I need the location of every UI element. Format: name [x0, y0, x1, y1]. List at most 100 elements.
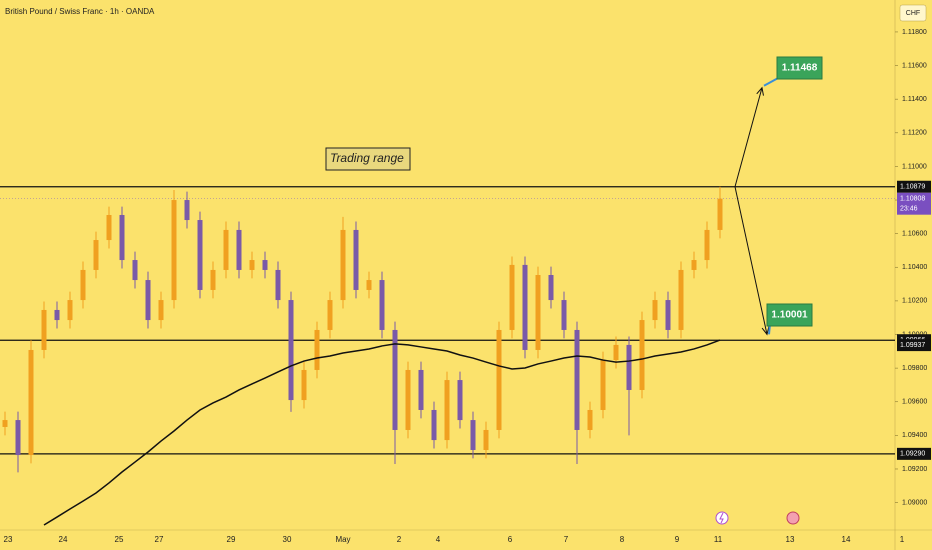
candle-body	[262, 260, 268, 270]
candle-body	[587, 409, 593, 430]
x-tick-label: 6	[508, 535, 513, 544]
y-tick-label: 1.10600	[902, 230, 927, 237]
candle-body	[600, 360, 606, 410]
candle-body	[509, 264, 515, 330]
moving-average	[43, 339, 721, 526]
target-box	[766, 303, 813, 327]
annotation-box	[325, 147, 411, 171]
candle-body	[327, 300, 333, 330]
annotation: Trading range	[330, 151, 404, 165]
candle-body	[496, 329, 502, 430]
x-tick-label: 7	[564, 535, 569, 544]
candle-body	[652, 300, 658, 321]
candle-body	[2, 420, 8, 427]
target-label: 1.11468	[782, 63, 818, 74]
candle-body	[106, 214, 112, 241]
x-tick-label: 1	[900, 535, 905, 544]
candle-body	[80, 269, 86, 301]
y-tick-label: 1.11000	[902, 163, 927, 170]
target-box	[776, 56, 823, 80]
candle-body	[691, 260, 697, 270]
icon	[786, 511, 800, 525]
candle-body	[678, 269, 684, 330]
y-tick-label: 1.09200	[902, 466, 927, 473]
candle-body	[171, 200, 177, 301]
candle-body	[392, 329, 398, 430]
candle-body	[431, 409, 437, 441]
candle-body	[522, 264, 528, 350]
icon	[715, 511, 729, 525]
currency: CHF	[906, 10, 920, 17]
event-icons	[715, 511, 800, 525]
candle-body	[548, 275, 554, 301]
x-tick-label: 24	[59, 535, 68, 544]
candle-body	[366, 280, 372, 290]
candle-body	[210, 269, 216, 290]
price-tag	[897, 192, 931, 215]
candle-body	[249, 260, 255, 270]
candle-body	[67, 300, 73, 321]
candle-body	[340, 229, 346, 301]
candle-body	[158, 300, 164, 321]
x-tick-label: 9	[675, 535, 680, 544]
x-tick-label: 25	[115, 535, 124, 544]
price-tag	[897, 447, 931, 460]
candle-body	[561, 300, 567, 330]
candle-body	[639, 320, 645, 390]
y-tick-label: 1.09600	[902, 399, 927, 406]
price-tag-label: 1.10879	[900, 184, 925, 191]
candle-body	[314, 329, 320, 370]
price-tag-label: 1.09937	[900, 342, 925, 349]
target-arrow	[734, 186, 768, 335]
price-tag-countdown: 23:46	[900, 206, 918, 213]
candle-body	[197, 220, 203, 290]
candle-body	[444, 380, 450, 441]
x-tick-label: 8	[620, 535, 625, 544]
arrow-head	[761, 326, 770, 336]
candle-body	[457, 380, 463, 421]
candle-body	[353, 229, 359, 290]
x-tick-label: 29	[227, 535, 236, 544]
y-tick-label: 1.11400	[902, 96, 927, 103]
candle-body	[15, 420, 21, 456]
y-tick-label: 1.09400	[902, 432, 927, 439]
target-arrow	[734, 87, 763, 187]
x-tick-label: 13	[786, 535, 795, 544]
price-tag	[897, 339, 931, 352]
x-tick-label: 11	[714, 535, 723, 544]
x-tick-label: 23	[4, 535, 13, 544]
price-tag	[897, 180, 931, 193]
y-tick-label: 1.11800	[902, 29, 927, 36]
candle-body	[119, 214, 125, 261]
candle-body	[41, 309, 47, 350]
candle-body	[288, 300, 294, 401]
currency-box	[899, 4, 927, 22]
candle-body	[236, 229, 242, 270]
target-label: 1.10001	[771, 310, 808, 321]
x-tick-label: 2	[397, 535, 402, 544]
candle-body	[535, 275, 541, 350]
candle-body	[132, 260, 138, 281]
candle-body	[275, 269, 281, 301]
price-tag-label: 1.10808	[900, 196, 925, 203]
candle-body	[145, 280, 151, 321]
x-tick-label: 27	[155, 535, 164, 544]
candle-body	[405, 369, 411, 430]
candle-body	[54, 309, 60, 321]
candle-body	[418, 369, 424, 410]
candle-body	[626, 344, 632, 390]
candle-body	[704, 229, 710, 261]
candle-body	[184, 200, 190, 221]
y-tick-label: 1.10400	[902, 264, 927, 271]
x-tick-label: 4	[436, 535, 441, 544]
x-tick-label: 30	[283, 535, 292, 544]
y-tick-label: 1.09000	[902, 499, 927, 506]
chart-title: British Pound / Swiss Franc · 1h · OANDA	[5, 7, 155, 16]
y-tick-label: 1.09800	[902, 365, 927, 372]
candle-body	[470, 420, 476, 450]
candle-body	[613, 344, 619, 361]
candle-body	[301, 369, 307, 401]
candle-body	[93, 240, 99, 270]
